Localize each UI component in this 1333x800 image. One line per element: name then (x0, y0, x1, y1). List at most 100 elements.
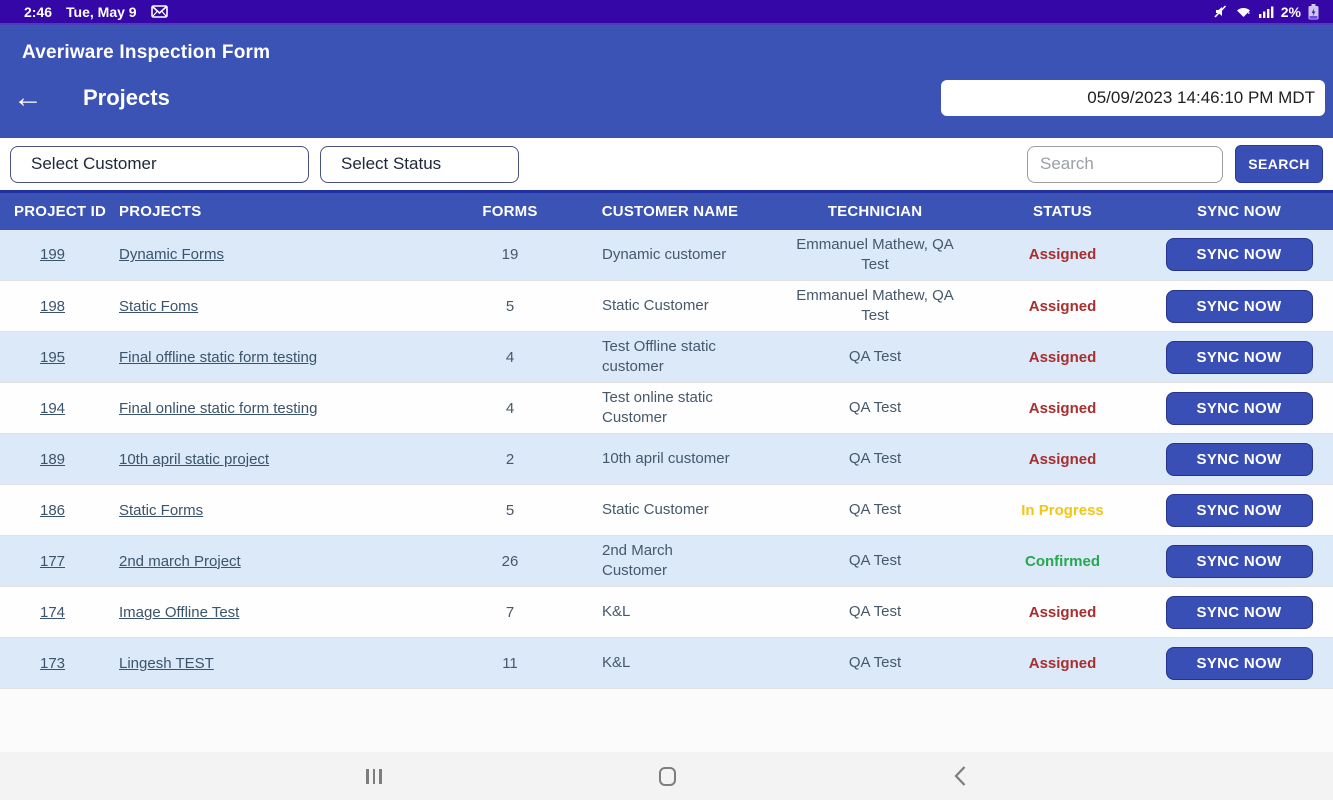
datetime-field[interactable]: 05/09/2023 14:46:10 PM MDT (941, 80, 1325, 116)
col-header-customer-name: CUSTOMER NAME (570, 190, 770, 230)
filter-bar: Select Customer Select Status SEARCH (0, 138, 1333, 190)
technician-name: QA Test (770, 535, 980, 587)
sync-now-button[interactable]: SYNC NOW (1165, 442, 1313, 476)
project-id-link[interactable]: 186 (39, 501, 66, 519)
android-nav-bar (0, 752, 1333, 800)
gmail-icon (150, 5, 168, 18)
project-name-link[interactable]: Final online static form testing (119, 399, 318, 417)
project-name-link[interactable]: Static Foms (119, 297, 199, 315)
wifi-icon (1235, 5, 1252, 18)
forms-count: 19 (450, 229, 570, 281)
search-input[interactable] (1027, 145, 1223, 183)
table-row: 198 Static Foms 5 Static Customer Emmanu… (0, 280, 1333, 332)
status-badge: Assigned (980, 331, 1145, 383)
customer-name: Static Customer (570, 484, 770, 536)
project-name-link[interactable]: 2nd march Project (119, 552, 241, 570)
customer-name: Test online static Customer (570, 382, 770, 434)
projects-table-body: 199 Dynamic Forms 19 Dynamic customer Em… (0, 229, 1333, 689)
search-button[interactable]: SEARCH (1235, 145, 1323, 183)
technician-name: QA Test (770, 484, 980, 536)
project-id-link[interactable]: 189 (39, 450, 66, 468)
table-row: 186 Static Forms 5 Static Customer QA Te… (0, 484, 1333, 536)
project-name-link[interactable]: Static Forms (119, 501, 204, 519)
page-title: Projects (83, 85, 170, 110)
technician-name: QA Test (770, 331, 980, 383)
forms-count: 4 (450, 382, 570, 434)
technician-name: QA Test (770, 586, 980, 638)
status-bar: 2:46 Tue, May 9 2% (0, 0, 1333, 25)
sync-now-button[interactable]: SYNC NOW (1165, 340, 1313, 374)
table-row: 189 10th april static project 2 10th apr… (0, 433, 1333, 485)
customer-name: Static Customer (570, 280, 770, 332)
app-header: Averiware Inspection Form ← Projects 05/… (0, 25, 1333, 138)
forms-count: 5 (450, 280, 570, 332)
select-status-dropdown[interactable]: Select Status (320, 145, 519, 183)
project-id-link[interactable]: 174 (39, 603, 66, 621)
customer-name: K&L (570, 637, 770, 689)
project-name-link[interactable]: Final offline static form testing (119, 348, 318, 366)
project-id-link[interactable]: 173 (39, 654, 66, 672)
status-time: 2:46 (24, 3, 53, 20)
customer-name: Test Offline static customer (570, 331, 770, 383)
sync-now-button[interactable]: SYNC NOW (1165, 595, 1313, 629)
table-row: 174 Image Offline Test 7 K&L QA Test Ass… (0, 586, 1333, 638)
forms-count: 5 (450, 484, 570, 536)
table-row: 177 2nd march Project 26 2nd March Custo… (0, 535, 1333, 587)
table-header-row: PROJECT ID PROJECTS FORMS CUSTOMER NAME … (0, 190, 1333, 230)
col-header-status: STATUS (980, 190, 1145, 230)
col-header-project-id: PROJECT ID (0, 190, 106, 230)
customer-name: 10th april customer (570, 433, 770, 485)
sync-now-button[interactable]: SYNC NOW (1165, 493, 1313, 527)
status-badge: Assigned (980, 280, 1145, 332)
select-status-label: Select Status (341, 154, 442, 173)
select-customer-label: Select Customer (31, 154, 157, 173)
status-badge: Assigned (980, 586, 1145, 638)
back-icon[interactable] (938, 752, 982, 800)
forms-count: 26 (450, 535, 570, 587)
project-id-link[interactable]: 177 (39, 552, 66, 570)
status-badge: Assigned (980, 637, 1145, 689)
home-icon[interactable] (645, 752, 689, 800)
technician-name: QA Test (770, 382, 980, 434)
project-id-link[interactable]: 199 (39, 246, 66, 264)
project-id-link[interactable]: 194 (39, 399, 66, 417)
projects-table: PROJECT ID PROJECTS FORMS CUSTOMER NAME … (0, 190, 1333, 689)
sync-now-button[interactable]: SYNC NOW (1165, 238, 1313, 272)
project-name-link[interactable]: Lingesh TEST (119, 654, 214, 672)
technician-name: QA Test (770, 637, 980, 689)
forms-count: 2 (450, 433, 570, 485)
recents-icon[interactable] (352, 752, 396, 800)
project-id-link[interactable]: 195 (39, 348, 66, 366)
col-header-sync-now: SYNC NOW (1145, 190, 1333, 230)
table-row: 194 Final online static form testing 4 T… (0, 382, 1333, 434)
status-badge: Assigned (980, 433, 1145, 485)
back-arrow-icon[interactable]: ← (13, 81, 43, 114)
battery-charging-icon (1308, 3, 1319, 20)
sync-now-button[interactable]: SYNC NOW (1165, 391, 1313, 425)
project-id-link[interactable]: 198 (39, 297, 66, 315)
table-row: 173 Lingesh TEST 11 K&L QA Test Assigned… (0, 637, 1333, 689)
table-row: 199 Dynamic Forms 19 Dynamic customer Em… (0, 229, 1333, 281)
technician-name: Emmanuel Mathew, QA Test (770, 280, 980, 332)
col-header-technician: TECHNICIAN (770, 190, 980, 230)
sync-now-button[interactable]: SYNC NOW (1165, 544, 1313, 578)
forms-count: 11 (450, 637, 570, 689)
col-header-forms: FORMS (450, 190, 570, 230)
status-badge: Assigned (980, 382, 1145, 434)
project-name-link[interactable]: Image Offline Test (119, 603, 240, 621)
status-badge: In Progress (980, 484, 1145, 536)
sync-now-button[interactable]: SYNC NOW (1165, 289, 1313, 323)
project-name-link[interactable]: 10th april static project (119, 450, 270, 468)
project-name-link[interactable]: Dynamic Forms (119, 246, 225, 264)
technician-name: Emmanuel Mathew, QA Test (770, 229, 980, 281)
customer-name: 2nd March Customer (570, 535, 770, 587)
select-customer-dropdown[interactable]: Select Customer (10, 145, 309, 183)
battery-percent: 2% (1280, 3, 1301, 20)
forms-count: 4 (450, 331, 570, 383)
sync-now-button[interactable]: SYNC NOW (1165, 646, 1313, 680)
technician-name: QA Test (770, 433, 980, 485)
status-badge: Confirmed (980, 535, 1145, 587)
customer-name: K&L (570, 586, 770, 638)
table-row: 195 Final offline static form testing 4 … (0, 331, 1333, 383)
col-header-projects: PROJECTS (105, 190, 450, 230)
